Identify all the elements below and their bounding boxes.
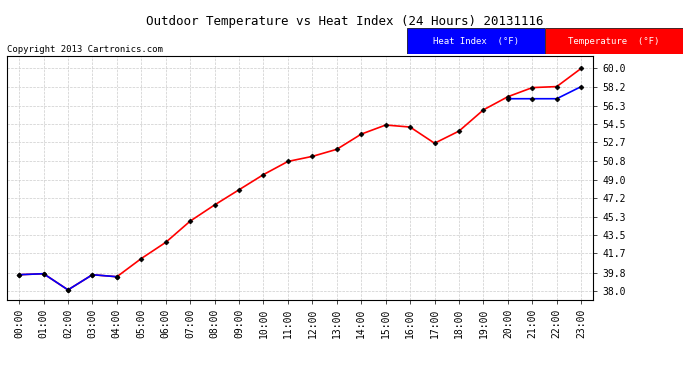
Text: Copyright 2013 Cartronics.com: Copyright 2013 Cartronics.com [7, 45, 163, 54]
Text: Heat Index  (°F): Heat Index (°F) [433, 37, 519, 46]
Text: Temperature  (°F): Temperature (°F) [569, 37, 660, 46]
Text: Outdoor Temperature vs Heat Index (24 Hours) 20131116: Outdoor Temperature vs Heat Index (24 Ho… [146, 15, 544, 28]
